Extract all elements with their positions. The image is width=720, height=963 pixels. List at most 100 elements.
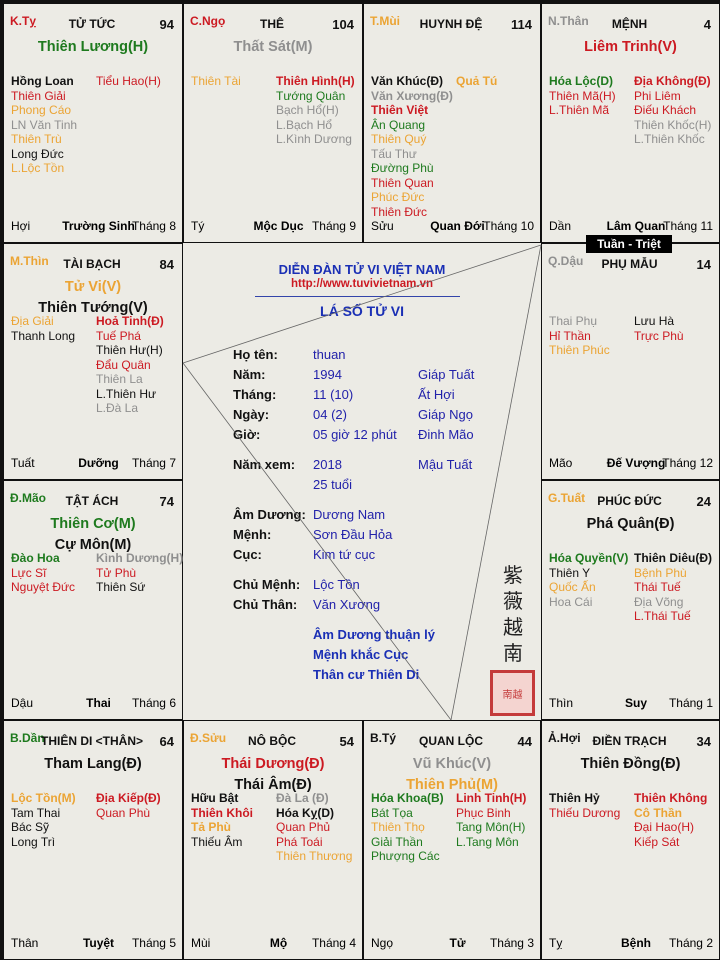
palace-cell[interactable]: N.Thân MỆNH 4 Liêm Trinh(V) Hóa Lộc(D) Thiên …: [541, 3, 720, 243]
minor-stars-left: Thiên Tài: [191, 74, 241, 89]
can-chi-label: B.Dần: [10, 731, 45, 745]
earthly-branch: Dậu: [11, 696, 34, 710]
palace-footer: Tý Mộc Dục Tháng 9: [191, 219, 356, 235]
can-chi-label: K.Tỵ: [10, 14, 37, 28]
minor-star: Thiên Phúc: [549, 343, 610, 357]
minor-star: Thiên Không: [634, 791, 708, 805]
minor-star: Bạch Hổ(H): [276, 103, 339, 117]
palace-header: Ả.Hợi ĐIỀN TRẠCH 34: [548, 731, 711, 749]
info-extra: Giáp Ngọ: [418, 407, 473, 422]
palace-footer: Dần Lâm Quan Tháng 11: [549, 219, 713, 235]
month-label: Tháng 2: [668, 936, 713, 950]
info-label: Cục:: [233, 547, 262, 562]
palace-cell[interactable]: B.Tý QUAN LỘC 44 Vũ Khúc(V) Thiên Phủ(M) Hóa …: [363, 720, 541, 960]
palace-name: PHÚC ĐỨC: [597, 494, 662, 508]
minor-star: L.Kình Dương: [276, 132, 352, 146]
minor-star: Kiếp Sát: [634, 834, 680, 849]
can-chi-label: G.Tuất: [548, 491, 586, 505]
minor-stars-right: Linh Tinh(H) Phục Binh Tang Môn(H) L.Tang M…: [456, 791, 526, 849]
minor-star: Thiên La: [96, 372, 143, 386]
minor-star: Phong Cáo: [11, 103, 72, 117]
main-stars: Thiên Đồng(Đ): [542, 754, 719, 775]
site-url: http://www.tuvivietnam.vn: [290, 278, 434, 290]
minor-star: Thiên Hư(H): [96, 343, 163, 357]
minor-star: Thiên Diêu(Đ): [634, 551, 712, 565]
minor-star: Đẩu Quân: [96, 357, 151, 372]
minor-star: Long Trì: [11, 834, 56, 849]
can-chi-label: B.Tý: [370, 731, 397, 745]
palace-footer: Sửu Quan Đới Tháng 10: [371, 219, 534, 235]
minor-star: Hóa Quyền(V): [549, 551, 629, 565]
minor-stars-left: Hóa Quyền(V) Thiên Y Quốc Ấn Hoa Cái: [549, 551, 628, 609]
minor-star: Kình Dương(H): [96, 551, 184, 565]
palace-header: N.Thân MỆNH 4: [548, 14, 711, 32]
chart-note: Âm Dương thuận lý: [313, 627, 435, 642]
palace-name: PHỤ MẪU: [601, 257, 658, 271]
palace-cell[interactable]: B.Dần THIÊN DI <THÂN> 64 Tham Lang(Đ) Lộc Tồ…: [3, 720, 183, 960]
palace-cell[interactable]: C.Ngọ THÊ 104 Thất Sát(M) Thiên Tài Thiên Hìn…: [183, 3, 363, 243]
minor-star: Thiên Thọ: [371, 820, 425, 834]
can-chi-label: Đ.Mão: [10, 491, 46, 505]
minor-star: Địa Không(Đ): [634, 74, 711, 88]
palace-age-number: 94: [159, 17, 174, 32]
palace-footer: Tuất Dưỡng Tháng 7: [11, 456, 176, 472]
minor-star: Giải Thần: [371, 834, 423, 849]
main-stars: Thiên Lương(H): [4, 37, 182, 58]
minor-star: Hữu Bật: [191, 791, 239, 805]
minor-star: Hồng Loan: [11, 74, 74, 88]
minor-stars-right: Thiên Diêu(Đ) Bệnh Phù Thái Tuế Địa Võng L.T…: [634, 551, 712, 624]
month-label: Tháng 1: [668, 696, 713, 710]
palace-cell[interactable]: K.Tỵ TỬ TỨC 94 Thiên Lương(H) Hồng Loan Thiên…: [3, 3, 183, 243]
palace-header: Q.Dậu PHỤ MẪU 14: [548, 254, 711, 272]
minor-star: Thái Tuế: [634, 580, 681, 594]
earthly-branch: Ngọ: [371, 936, 394, 950]
palace-cell[interactable]: T.Mùi HUYNH ĐỆ 114 Văn Khúc(Đ) Văn Xương(Đ) T…: [363, 3, 541, 243]
minor-star: L.Lộc Tồn: [11, 161, 65, 175]
minor-stars-right: Hoả Tinh(Đ) Tuế Phá Thiên Hư(H) Đẩu Quân Thi…: [96, 314, 164, 416]
palace-name: QUAN LỘC: [419, 734, 483, 748]
minor-star: Cô Thần: [634, 805, 682, 820]
minor-star: Tử Phù: [96, 565, 137, 580]
palace-cell[interactable]: M.Thìn TÀI BẠCH 84 Tử Vi(V) Thiên Tướng(V) Đị…: [3, 243, 183, 480]
can-chi-label: Q.Dậu: [548, 254, 584, 268]
palace-age-number: 114: [511, 17, 532, 32]
title-divider: [255, 296, 460, 297]
palace-footer: Ngọ Tử Tháng 3: [371, 936, 534, 952]
palace-cell[interactable]: Q.Dậu PHỤ MẪU 14 Thai Phụ Hỉ Thần Thiên Phúc L…: [541, 243, 720, 480]
main-stars: Thiên Cơ(M) Cự Môn(M): [4, 514, 182, 556]
minor-star: Lực Sĩ: [11, 565, 47, 580]
palace-cell[interactable]: Ả.Hợi ĐIỀN TRẠCH 34 Thiên Đồng(Đ) Thiên Hỷ Th…: [541, 720, 720, 960]
main-star: Thiên Cơ(M): [50, 516, 136, 532]
palace-name: TỬ TỨC: [68, 17, 116, 31]
minor-star: Quan Phù: [96, 805, 151, 820]
month-label: Tháng 5: [131, 936, 176, 950]
chart-note: Thân cư Thiên Di: [313, 667, 420, 682]
minor-star: Bát Tọa: [371, 805, 413, 820]
earthly-branch: Tuất: [11, 456, 35, 470]
minor-star: Thiên Hỷ: [549, 791, 600, 805]
info-value: Văn Xương: [313, 597, 381, 612]
main-star: Thái Dương(Đ): [221, 756, 325, 772]
palace-header: Đ.Sửu NÔ BỘC 54: [190, 731, 354, 749]
info-value: 1994: [313, 367, 342, 382]
info-extra: Ất Hợi: [418, 387, 455, 402]
main-star: Thiên Lương(H): [37, 39, 149, 55]
main-star: Thái Âm(Đ): [234, 777, 312, 793]
minor-stars-left: Văn Khúc(Đ) Văn Xương(Đ) Thiên Việt Ân Quan…: [371, 74, 453, 219]
palace-cell[interactable]: Đ.Mão TẬT ÁCH 74 Thiên Cơ(M) Cự Môn(M) Đào Ho…: [3, 480, 183, 720]
minor-star: Lưu Hà: [634, 314, 675, 328]
info-label: Giờ:: [233, 427, 261, 442]
chart-subtitle: LÁ SỐ TỬ VI: [320, 303, 404, 319]
palace-name: NÔ BỘC: [248, 734, 296, 748]
life-stage: Tử: [449, 936, 466, 950]
palace-cell[interactable]: G.Tuất PHÚC ĐỨC 24 Phá Quân(Đ) Hóa Quyền(V) T…: [541, 480, 720, 720]
info-extra: Giáp Tuất: [418, 367, 475, 382]
palace-age-number: 84: [159, 257, 174, 272]
palace-name: TẬT ÁCH: [65, 494, 119, 508]
palace-name: ĐIỀN TRẠCH: [592, 734, 667, 748]
main-star: Thiên Phủ(M): [406, 777, 498, 793]
palace-footer: Dậu Thai Tháng 6: [11, 696, 176, 712]
main-stars: Vũ Khúc(V) Thiên Phủ(M): [364, 754, 540, 796]
palace-cell[interactable]: Đ.Sửu NÔ BỘC 54 Thái Dương(Đ) Thái Âm(Đ) Hữu …: [183, 720, 363, 960]
palace-name: THÊ: [260, 17, 284, 31]
